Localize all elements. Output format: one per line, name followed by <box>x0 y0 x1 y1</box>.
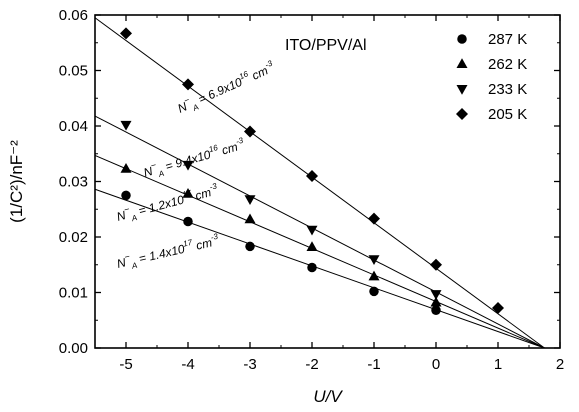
fit-line <box>94 188 545 349</box>
data-point <box>307 262 317 273</box>
annotation-part: cm <box>217 140 239 159</box>
x-tick-label: -4 <box>181 356 194 373</box>
x-tick-label: -3 <box>243 356 256 373</box>
data-point <box>120 162 132 173</box>
x-tick-label: -2 <box>305 356 318 373</box>
data-point <box>306 241 318 251</box>
data-point <box>431 305 441 316</box>
annotation-part: cm <box>190 185 212 204</box>
annotation-part: -3 <box>264 58 275 69</box>
series-annotation: N−A = 9.4x1016 cm-3 <box>141 135 247 183</box>
y-tick-label: 0.03 <box>59 174 88 191</box>
annotation-part: A <box>130 213 138 223</box>
data-point <box>430 258 442 271</box>
annotation-part: 17 <box>182 238 193 249</box>
legend-marker <box>457 34 467 44</box>
y-tick-label: 0.00 <box>59 340 88 357</box>
data-point <box>430 290 442 300</box>
data-point <box>245 241 255 252</box>
annotation-part: -3 <box>210 232 219 242</box>
data-point <box>368 255 380 265</box>
annotation-part: − <box>123 204 131 215</box>
data-point <box>120 27 132 40</box>
annotation-part: A <box>130 261 138 271</box>
y-tick-label: 0.02 <box>59 229 88 246</box>
legend-marker <box>456 108 468 120</box>
data-point <box>121 190 131 201</box>
annotation-part: − <box>123 251 130 262</box>
annotation-part: = 1.4x10 <box>134 242 186 267</box>
annotation-part: A <box>157 169 166 179</box>
annotation-part: N <box>142 164 155 180</box>
data-point <box>183 216 193 227</box>
data-point <box>430 296 442 307</box>
legend-label: 262 K <box>488 56 527 73</box>
y-tick-label: 0.05 <box>59 63 88 80</box>
series-annotation: N−A = 1.4x1017 cm-3 <box>115 231 222 274</box>
x-tick-label: -5 <box>119 356 132 373</box>
y-tick-label: 0.04 <box>59 118 88 135</box>
legend-label: 287 K <box>488 31 527 48</box>
data-point <box>369 286 379 297</box>
data-point <box>182 160 194 171</box>
x-tick-label: 0 <box>432 356 440 373</box>
legend-label: 233 K <box>488 81 527 98</box>
y-tick-label: 0.06 <box>59 7 88 24</box>
annotation-part: -3 <box>209 181 219 192</box>
chart-title: ITO/PPV/Al <box>285 37 367 54</box>
annotation-part: − <box>182 95 191 106</box>
annotation-part: N <box>115 208 127 224</box>
data-point <box>244 195 256 206</box>
data-point <box>306 225 318 236</box>
y-tick-label: 0.01 <box>59 285 88 302</box>
data-point <box>182 78 194 91</box>
data-point <box>368 212 380 225</box>
annotation-part: cm <box>191 235 213 253</box>
data-point <box>244 213 256 224</box>
x-tick-label: 2 <box>556 356 564 373</box>
annotation-part: − <box>149 160 157 171</box>
annotation-part: = 1.2x10 <box>134 192 186 218</box>
annotation-part: 17 <box>181 188 192 199</box>
annotation-part: A <box>191 102 200 113</box>
data-point <box>182 187 194 198</box>
legend-label: 205 K <box>488 106 527 123</box>
data-point <box>492 302 504 315</box>
data-point <box>306 169 318 182</box>
legend-marker <box>456 58 468 68</box>
legend-marker <box>456 85 468 95</box>
x-tick-label: 1 <box>494 356 502 373</box>
fit-line <box>94 154 545 349</box>
data-point <box>120 120 132 131</box>
plot-area: -5 -4 -3 -2 -1 0 1 2 0.00 0.01 0.02 0.03 0.04 0.05 0.0… <box>59 7 564 373</box>
x-tick-label: -1 <box>367 356 380 373</box>
series-annotation: N−A = 1.2x1017 cm-3 <box>114 180 221 226</box>
y-axis-title: (1/C²)/nF⁻² <box>7 140 26 223</box>
data-point <box>244 125 256 138</box>
annotation-part: N <box>116 255 128 271</box>
x-axis-title: U/V <box>313 387 343 406</box>
data-point <box>368 270 380 281</box>
annotation-part: = 9.4x10 <box>161 147 213 174</box>
annotation-part: 16 <box>238 69 250 81</box>
annotation-part: -3 <box>235 136 245 147</box>
annotation-part: 16 <box>208 143 220 154</box>
fit-line <box>94 17 545 349</box>
fit-line <box>94 115 545 349</box>
annotation-part: = 6.9x10 <box>193 75 244 108</box>
